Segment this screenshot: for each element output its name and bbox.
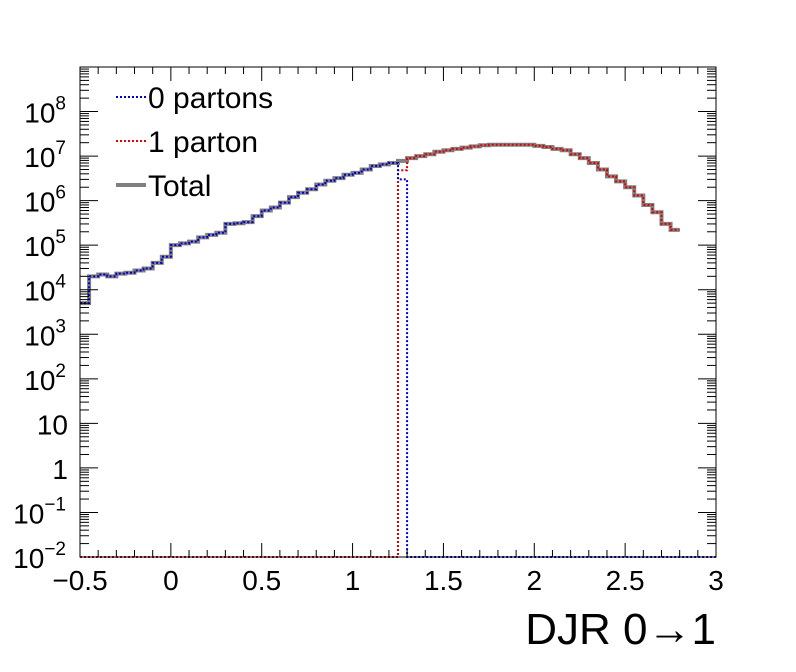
x-tick-label: 1 [345, 565, 361, 596]
y-tick-label: 106 [24, 183, 66, 218]
y-tick-label: 104 [24, 272, 66, 307]
x-tick-label: −0.5 [52, 565, 107, 596]
legend-label-1-parton: 1 parton [148, 126, 258, 159]
y-tick-label: 108 [24, 94, 66, 129]
y-tick-label: 10 [37, 409, 68, 440]
y-tick-label: 1 [52, 454, 68, 485]
x-tick-label: 0.5 [242, 565, 281, 596]
y-tick-label: 107 [24, 138, 66, 173]
x-tick-label: 3 [708, 565, 724, 596]
y-axis: 10−2 10−1 1 10 102 103 104 105 106 107 108 [13, 68, 716, 574]
legend: 0 partons 1 parton Total [116, 82, 273, 203]
y-tick-label: 10−1 [13, 494, 66, 529]
x-tick-label: 2 [526, 565, 542, 596]
x-tick-label: 1.5 [424, 565, 463, 596]
y-tick-label: 105 [24, 227, 66, 262]
y-tick-label: 103 [24, 316, 66, 351]
x-axis-title: DJR 0→1 [525, 605, 716, 654]
legend-label-total: Total [148, 170, 211, 203]
plot-frame [79, 66, 717, 558]
y-tick-label: 10−2 [13, 539, 66, 574]
x-tick-label: 0 [163, 565, 179, 596]
legend-label-0-partons: 0 partons [148, 82, 273, 115]
y-tick-label: 102 [24, 361, 66, 396]
x-tick-label: 2.5 [606, 565, 645, 596]
